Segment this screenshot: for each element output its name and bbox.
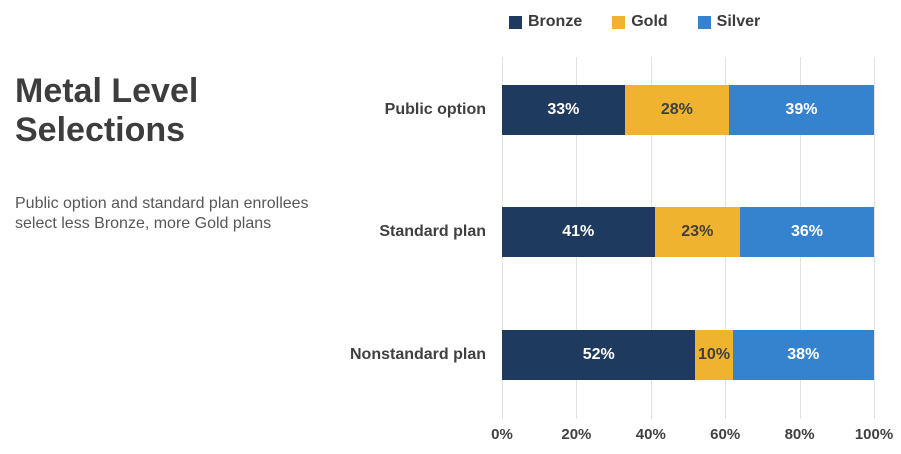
bar-segment-bronze[interactable]: 33%	[502, 85, 625, 135]
bar-segment-silver[interactable]: 39%	[728, 85, 874, 135]
bar-segment-bronze[interactable]: 41%	[502, 207, 655, 257]
chart-legend: Bronze Gold Silver	[509, 13, 760, 31]
silver-swatch-icon	[697, 15, 711, 29]
legend-label: Gold	[631, 13, 668, 30]
bar-public-option: 33% 28% 39%	[502, 85, 874, 135]
bar-nonstandard-plan: 52% 10% 38%	[502, 330, 874, 380]
legend-label: Bronze	[528, 13, 583, 30]
bar-segment-gold[interactable]: 10%	[695, 330, 733, 380]
category-label-public-option: Public option	[384, 101, 486, 118]
bar-segment-gold[interactable]: 23%	[654, 207, 741, 257]
x-tick-20: 20%	[561, 426, 592, 443]
bar-standard-plan: 41% 23% 36%	[502, 207, 874, 257]
legend-item-bronze[interactable]: Bronze	[509, 13, 582, 31]
legend-item-silver[interactable]: Silver	[697, 13, 761, 31]
bar-segment-gold[interactable]: 28%	[624, 85, 729, 135]
page-title: Metal Level Selections	[15, 72, 199, 150]
x-tick-0: 0%	[491, 426, 513, 443]
legend-label: Silver	[716, 13, 761, 30]
bronze-swatch-icon	[509, 15, 522, 29]
bar-segment-bronze[interactable]: 52%	[502, 330, 696, 380]
legend-item-gold[interactable]: Gold	[612, 13, 668, 31]
x-tick-100: 100%	[854, 426, 894, 443]
bar-segment-silver[interactable]: 36%	[740, 207, 874, 257]
x-axis: 0% 20% 40% 60% 80% 100%	[491, 426, 893, 446]
bar-segment-silver[interactable]: 38%	[732, 330, 874, 380]
category-label-standard-plan: Standard plan	[379, 223, 486, 240]
gold-swatch-icon	[612, 15, 626, 29]
x-tick-40: 40%	[635, 426, 666, 443]
x-tick-60: 60%	[710, 426, 741, 443]
x-tick-80: 80%	[784, 426, 815, 443]
page-subtitle: Public option and standard plan enrollee…	[15, 195, 309, 232]
gridline-100	[874, 57, 875, 419]
category-label-nonstandard-plan: Nonstandard plan	[349, 346, 486, 363]
